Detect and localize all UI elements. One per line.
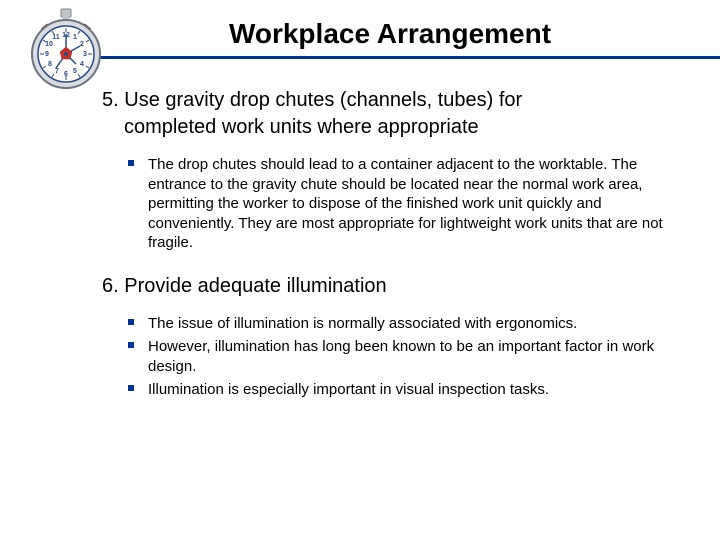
svg-text:7: 7 — [55, 68, 59, 75]
page-title: Workplace Arrangement — [100, 8, 680, 50]
item-number: 6. — [102, 275, 119, 297]
item-title-line1: Provide adequate illumination — [124, 275, 386, 297]
svg-text:5: 5 — [73, 68, 77, 75]
svg-text:11: 11 — [52, 34, 60, 41]
title-divider — [80, 56, 720, 59]
bullet-text: Illumination is especially important in … — [128, 380, 670, 400]
item-6-title: 6. Provide adequate illumination — [102, 273, 670, 300]
bullet-text: However, illumination has long been know… — [128, 337, 670, 376]
stopwatch-icon: 1212 345 678 91011 — [20, 6, 112, 103]
item-6-bullets: The issue of illumination is normally as… — [102, 314, 670, 400]
svg-text:9: 9 — [45, 51, 49, 58]
slide: 1212 345 678 91011 Workplace Arrangement… — [0, 0, 720, 540]
item-5-bullets: The drop chutes should lead to a contain… — [102, 155, 670, 253]
bullet-text: The drop chutes should lead to a contain… — [128, 155, 670, 253]
item-title-line1: Use gravity drop chutes (channels, tubes… — [124, 89, 522, 111]
list-item-5: 5. Use gravity drop chutes (channels, tu… — [102, 87, 670, 253]
svg-text:3: 3 — [83, 51, 87, 58]
svg-text:2: 2 — [80, 41, 84, 48]
svg-text:6: 6 — [64, 71, 68, 78]
bullet-text: The issue of illumination is normally as… — [128, 314, 670, 334]
svg-text:8: 8 — [48, 61, 52, 68]
header: 1212 345 678 91011 Workplace Arrangement — [40, 8, 680, 59]
svg-text:1: 1 — [73, 34, 77, 41]
content: 5. Use gravity drop chutes (channels, tu… — [102, 87, 670, 400]
item-5-title: 5. Use gravity drop chutes (channels, tu… — [102, 87, 670, 141]
list-item-6: 6. Provide adequate illumination The iss… — [102, 273, 670, 400]
svg-text:10: 10 — [45, 41, 53, 48]
item-title-line2: completed work units where appropriate — [102, 114, 670, 141]
svg-text:4: 4 — [80, 61, 84, 68]
